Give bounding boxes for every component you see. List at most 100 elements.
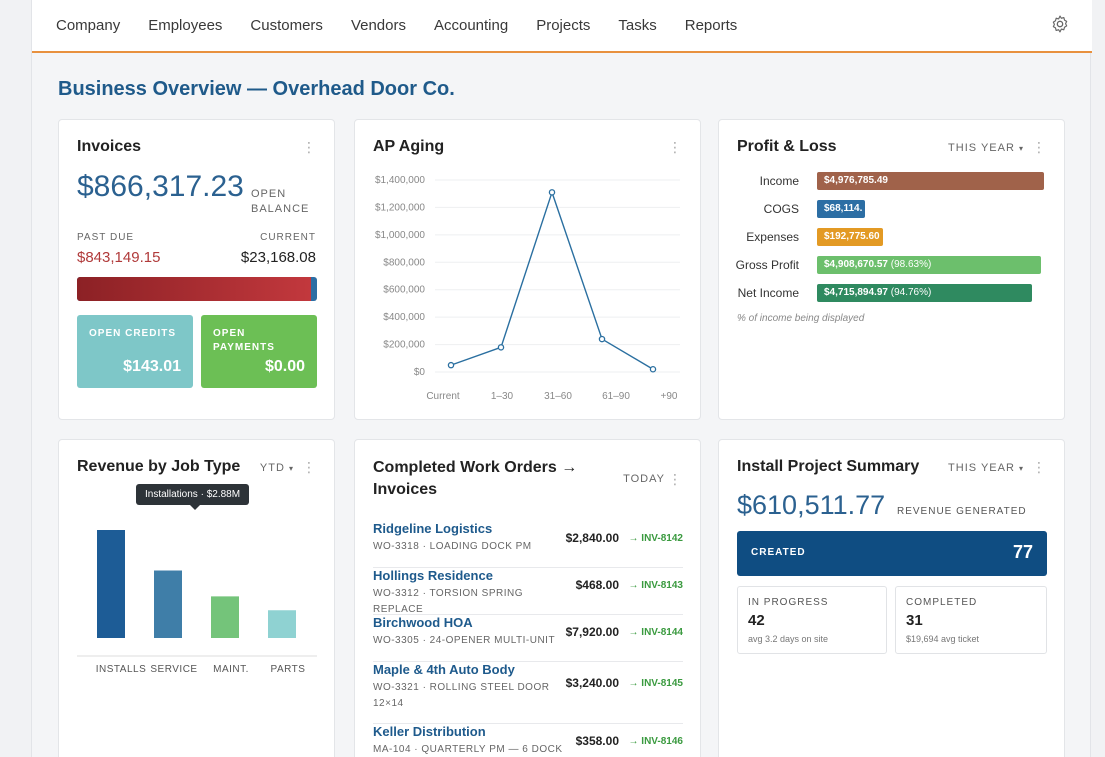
work-order-row[interactable]: Maple & 4th Auto Body WO-3321 · ROLLING S… — [373, 662, 683, 724]
ap-aging-title: AP Aging — [373, 138, 445, 155]
kebab-menu-icon[interactable]: ⋮ — [668, 471, 682, 487]
work-order-customer[interactable]: Ridgeline Logistics — [373, 521, 493, 536]
invoice-link[interactable]: → INV-8146 — [628, 736, 683, 747]
work-order-customer[interactable]: Birchwood HOA — [373, 615, 473, 630]
caret-down-icon: ▾ — [288, 464, 294, 473]
y-tick-label: $400,000 — [383, 312, 425, 323]
x-tick-label: 1–30 — [491, 391, 514, 402]
period-dropdown[interactable]: THIS YEAR ▾ — [948, 142, 1024, 154]
nav-accounting[interactable]: Accounting — [433, 17, 509, 34]
period-dropdown-label: THIS YEAR — [948, 462, 1015, 474]
nav-employees[interactable]: Employees — [148, 17, 223, 34]
profit-loss-card: Profit & Loss THIS YEAR ▾ ⋮ Income $4,976… — [718, 119, 1065, 420]
data-point[interactable] — [548, 189, 556, 196]
data-point[interactable] — [497, 344, 505, 351]
x-tick-label: MAINT. — [213, 664, 249, 675]
period-dropdown-label: THIS YEAR — [948, 142, 1015, 154]
data-point[interactable] — [598, 335, 606, 343]
pl-row-label: Net Income — [737, 286, 799, 300]
invoice-link[interactable]: → INV-8144 — [628, 627, 683, 638]
bar[interactable] — [211, 596, 239, 638]
work-order-customer[interactable]: Keller Distribution — [373, 724, 486, 739]
data-point[interactable] — [649, 366, 657, 373]
pl-bar[interactable]: $4,976,785.49 — [817, 172, 1044, 190]
kebab-menu-icon[interactable]: ⋮ — [1032, 459, 1046, 475]
open-payments-tile[interactable]: OPEN PAYMENTS $0.00 — [201, 315, 317, 388]
ap-aging-card: AP Aging ⋮ $1,400,000 $1,200,000 $1,000,00… — [354, 119, 701, 420]
x-tick-label: Current — [426, 391, 460, 402]
work-order-row[interactable]: Birchwood HOA WO-3305 · 24-OPENER MULTI-U… — [373, 615, 683, 662]
past-due-amount: $843,149.15 — [77, 249, 161, 266]
pl-row-label: COGS — [763, 202, 799, 216]
install-revenue-amount: $610,511.77 — [737, 490, 886, 520]
period-label[interactable]: TODAY — [623, 473, 665, 485]
period-dropdown[interactable]: THIS YEAR ▾ — [948, 462, 1024, 474]
data-point[interactable] — [447, 361, 455, 369]
y-tick-label: $1,000,000 — [375, 230, 425, 241]
completed-tile[interactable]: COMPLETED 31 $19,694 avg ticket — [895, 586, 1047, 654]
revenue-bar-chart: INSTALLS SERVICE MAINT. PARTS — [77, 530, 317, 675]
work-order-customer[interactable]: Hollings Residence — [373, 568, 493, 583]
pl-bar[interactable]: $4,715,894.97 (94.76%) — [817, 284, 1032, 302]
invoice-link[interactable]: → INV-8145 — [628, 678, 683, 689]
pl-bar[interactable]: $4,908,670.57 (98.63%) — [817, 256, 1041, 274]
work-order-row[interactable]: Ridgeline Logistics WO-3318 · LOADING DOC… — [373, 521, 683, 568]
y-tick-label: $1,400,000 — [375, 175, 425, 186]
x-tick-label: SERVICE — [150, 664, 197, 675]
kebab-menu-icon[interactable]: ⋮ — [668, 139, 682, 155]
pl-bar-value: $4,715,894.97 — [824, 287, 888, 298]
past-due-progress-bar — [77, 277, 317, 301]
invoice-link[interactable]: → INV-8143 — [628, 580, 683, 591]
created-tile[interactable]: CREATED 77 — [737, 531, 1047, 576]
work-order-description: WO-3312 · TORSION SPRING REPLACE — [373, 588, 523, 615]
bar[interactable] — [268, 610, 296, 638]
bar-tooltip: Installations · $2.88M — [136, 484, 250, 510]
in-progress-tile[interactable]: IN PROGRESS 42 avg 3.2 days on site — [737, 586, 887, 654]
pl-row: Gross Profit $4,908,670.57 (98.63%) — [719, 256, 1064, 274]
invoice-link[interactable]: → INV-8142 — [628, 533, 683, 544]
kebab-menu-icon[interactable]: ⋮ — [302, 459, 316, 475]
nav-tasks[interactable]: Tasks — [618, 17, 657, 34]
invoices-title: Invoices — [77, 138, 142, 155]
pl-bar[interactable]: $192,775.60 — [817, 228, 883, 246]
work-order-customer[interactable]: Maple & 4th Auto Body — [373, 662, 515, 677]
open-credits-tile[interactable]: OPEN CREDITS $143.01 — [77, 315, 193, 388]
work-order-row[interactable]: Keller Distribution MA-104 · QUARTERLY PM… — [373, 724, 683, 757]
completed-label: COMPLETED — [906, 597, 978, 608]
nav-company[interactable]: Company — [56, 17, 121, 34]
pl-bar[interactable]: $68,114. — [817, 200, 865, 218]
current-amount: $23,168.08 — [240, 249, 316, 266]
in-progress-count: 42 — [748, 612, 765, 629]
current-label: CURRENT — [260, 232, 316, 243]
pl-row-label: Gross Profit — [735, 258, 799, 272]
revenue-by-job-card: Revenue by Job Type YTD ▾ ⋮ INSTALLS SERV… — [58, 439, 335, 757]
nav-customers[interactable]: Customers — [250, 17, 323, 34]
bar[interactable] — [154, 570, 182, 639]
x-tick-label: PARTS — [271, 664, 306, 675]
y-tick-label: $0 — [414, 367, 426, 378]
kebab-menu-icon[interactable]: ⋮ — [1032, 139, 1046, 155]
created-count: 77 — [1012, 542, 1033, 562]
pl-bar-value: $68,114. — [824, 203, 863, 214]
y-tick-label: $200,000 — [383, 340, 425, 351]
pl-row-label: Expenses — [746, 230, 799, 244]
nav-vendors[interactable]: Vendors — [350, 17, 406, 34]
period-dropdown[interactable]: YTD ▾ — [260, 462, 294, 474]
series-line — [450, 190, 654, 370]
bar[interactable] — [97, 530, 125, 638]
nav-reports[interactable]: Reports — [684, 17, 738, 34]
install-summary-title: Install Project Summary — [737, 458, 920, 475]
profit-loss-note: % of income being displayed — [737, 313, 865, 324]
in-progress-note: avg 3.2 days on site — [748, 634, 829, 644]
open-balance-label: OPEN BALANCE — [251, 188, 310, 215]
nav-projects[interactable]: Projects — [536, 17, 591, 34]
y-tick-label: $800,000 — [383, 257, 425, 268]
gear-icon[interactable] — [1050, 14, 1070, 34]
work-orders-card: Completed Work Orders → Invoices TODAY ⋮… — [354, 439, 701, 757]
period-dropdown-label: YTD — [259, 462, 285, 474]
work-order-row[interactable]: Hollings Residence WO-3312 · TORSION SPRI… — [373, 568, 683, 615]
kebab-menu-icon[interactable]: ⋮ — [302, 139, 316, 155]
work-orders-title: Completed Work Orders → Invoices — [373, 457, 577, 501]
pl-bar-value: $4,908,670.57 — [824, 259, 888, 270]
page-title: Business Overview — Overhead Door Co. — [58, 78, 455, 100]
